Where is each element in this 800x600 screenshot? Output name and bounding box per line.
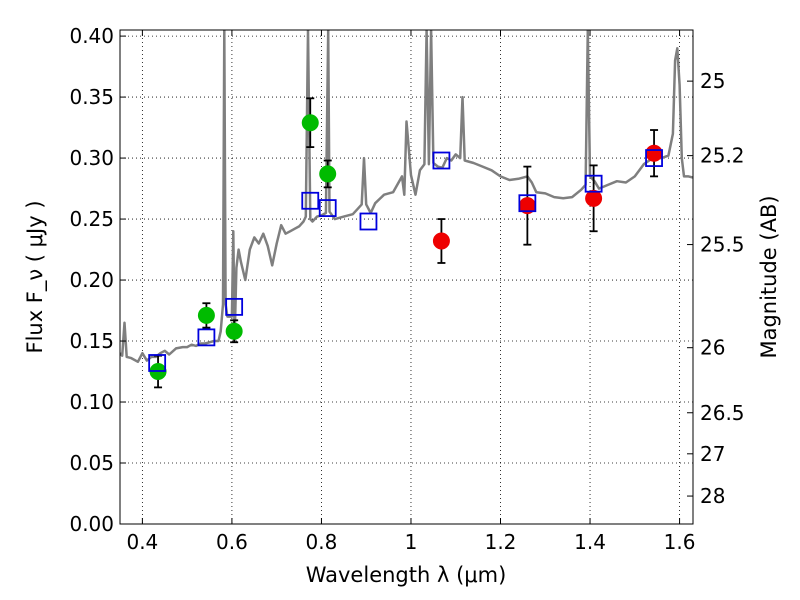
red-data-point bbox=[432, 232, 450, 250]
plot-background bbox=[120, 30, 693, 524]
model-square bbox=[318, 199, 337, 217]
y2-axis-label: Magnitude (AB) bbox=[757, 195, 781, 358]
y-tick-label: 0.20 bbox=[69, 268, 114, 292]
x-tick-label: 1.2 bbox=[485, 530, 517, 554]
red-data-point bbox=[585, 189, 603, 207]
x-tick-label: 0.4 bbox=[126, 530, 158, 554]
plot-frame bbox=[119, 29, 694, 525]
model-square bbox=[225, 297, 244, 316]
y2-tick-label: 25 bbox=[700, 69, 725, 93]
y-tick-label: 0.25 bbox=[69, 207, 114, 231]
y2-tick-label: 26.5 bbox=[700, 401, 745, 425]
y2-tick-label: 25.2 bbox=[700, 144, 745, 168]
y-tick-label: 0.30 bbox=[69, 146, 114, 170]
model-square bbox=[432, 151, 451, 170]
points-layer bbox=[148, 97, 663, 389]
model-square bbox=[301, 191, 320, 210]
y2-tick-label: 27 bbox=[700, 442, 725, 466]
model-square bbox=[518, 194, 537, 213]
model-square bbox=[197, 328, 216, 347]
y-tick-label: 0.35 bbox=[69, 85, 114, 109]
model-square bbox=[584, 174, 603, 193]
red-data-point bbox=[645, 144, 663, 162]
y2-tick-label: 25.5 bbox=[700, 233, 745, 257]
green-data-point bbox=[319, 165, 337, 183]
model-square bbox=[645, 149, 663, 167]
x-tick-label: 0.8 bbox=[306, 530, 338, 554]
y-tick-label: 0.15 bbox=[69, 329, 114, 353]
y2-tick-label: 28 bbox=[700, 484, 725, 508]
x-tick-label: 1.4 bbox=[574, 530, 606, 554]
y-tick-label: 0.05 bbox=[69, 451, 114, 475]
x-tick-label: 0.6 bbox=[216, 530, 248, 554]
x-tick-label: 1 bbox=[405, 530, 418, 554]
green-data-point bbox=[301, 114, 319, 132]
green-data-point bbox=[225, 322, 243, 340]
y-tick-label: 0.00 bbox=[69, 512, 114, 536]
model-square bbox=[148, 354, 167, 372]
model-square bbox=[359, 212, 378, 231]
green-data-point bbox=[197, 306, 215, 324]
y2-tick-label: 26 bbox=[700, 336, 725, 360]
x-tick-label: 1.6 bbox=[664, 530, 696, 554]
ticks: 0.4 0.6 0.8 1 1.2 1.4 1.6 0.00 0.05 0.10 0.15 0.20 0… bbox=[69, 24, 744, 554]
y-tick-label: 0.10 bbox=[69, 390, 114, 414]
y-axis-label: Flux F_ν ( μJy ) bbox=[23, 200, 48, 353]
x-axis-label: Wavelength λ (μm) bbox=[306, 563, 507, 587]
y-tick-label: 0.40 bbox=[69, 24, 114, 48]
